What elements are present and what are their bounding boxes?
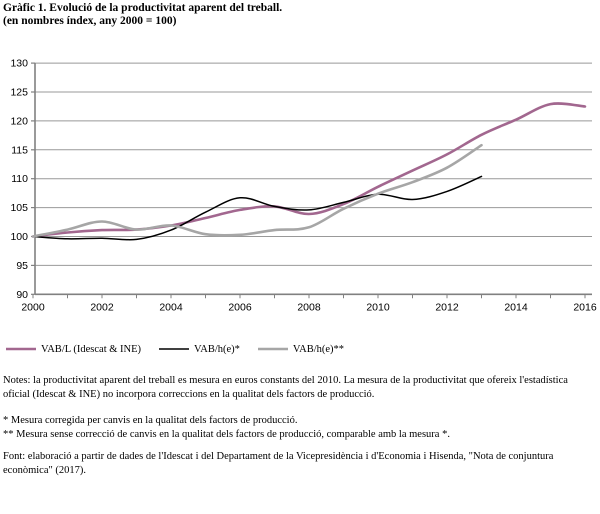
legend-item-vab-l: VAB/L (Idescat & INE) xyxy=(6,344,141,355)
legend-label: VAB/L (Idescat & INE) xyxy=(41,343,142,355)
series-line-3 xyxy=(31,143,483,238)
gray-line-swatch-icon xyxy=(257,347,288,351)
y-tick-label: 105 xyxy=(10,202,28,214)
x-tick-label: 2016 xyxy=(573,301,597,313)
x-tick-label: 2010 xyxy=(366,301,390,313)
chart-note: Notes: la productivitat aparent del treb… xyxy=(3,375,568,400)
x-tick-label: 2012 xyxy=(435,301,459,313)
chart-title: Gràfic 1. Evolució de la productivitat a… xyxy=(3,2,283,14)
y-tick-label: 110 xyxy=(11,173,28,185)
y-tick-label: 125 xyxy=(10,87,28,99)
legend-label: VAB/h(e)** xyxy=(292,343,345,355)
footnote-double-asterisk: ** Mesura sense correcció de canvis en l… xyxy=(3,428,450,440)
x-tick-label: 2004 xyxy=(159,301,183,313)
chart-canvas: 90 95 100 105 110 115 120 125 130 2000 2002 2004 200… xyxy=(10,58,597,314)
x-tick-label: 2006 xyxy=(228,301,252,313)
footnote-single-asterisk: * Mesura corregida per canvis en la qual… xyxy=(3,415,298,426)
x-tick-label: 2000 xyxy=(21,301,45,313)
y-tick-label: 95 xyxy=(16,260,28,272)
series-line-2 xyxy=(32,175,483,241)
productivity-line-chart: 90 95 100 105 110 115 120 125 130 2000 2002 2004 200… xyxy=(0,30,600,320)
chart-legend: VAB/L (Idescat & INE) VAB/h(e)* VAB/h(e)… xyxy=(6,341,596,357)
pink-line-swatch-icon xyxy=(6,347,36,351)
title-block: Gràfic 1. Evolució de la productivitat a… xyxy=(3,2,563,28)
y-tick-label: 115 xyxy=(11,144,28,156)
source-line: Font: elaboració a partir de dades de l'… xyxy=(3,451,554,476)
legend-label: VAB/h(e)* xyxy=(194,343,240,355)
black-line-swatch-icon xyxy=(159,348,190,350)
y-tick-label: 120 xyxy=(10,115,28,127)
y-tick-label: 130 xyxy=(10,58,28,70)
notes-block: Notes: la productivitat aparent del treb… xyxy=(3,374,593,477)
y-tick-label: 100 xyxy=(10,231,28,243)
x-tick-label: 2002 xyxy=(90,301,114,313)
legend-item-vab-he-adjusted: VAB/h(e)* xyxy=(159,344,240,355)
legend-item-vab-he-unadjusted: VAB/h(e)** xyxy=(257,343,345,355)
chart-subtitle: (en nombres índex, any 2000 = 100) xyxy=(3,15,177,27)
series-line-1 xyxy=(31,102,587,238)
x-tick-label: 2014 xyxy=(504,301,528,313)
y-tick-label: 90 xyxy=(16,289,28,301)
x-tick-label: 2008 xyxy=(297,301,321,313)
